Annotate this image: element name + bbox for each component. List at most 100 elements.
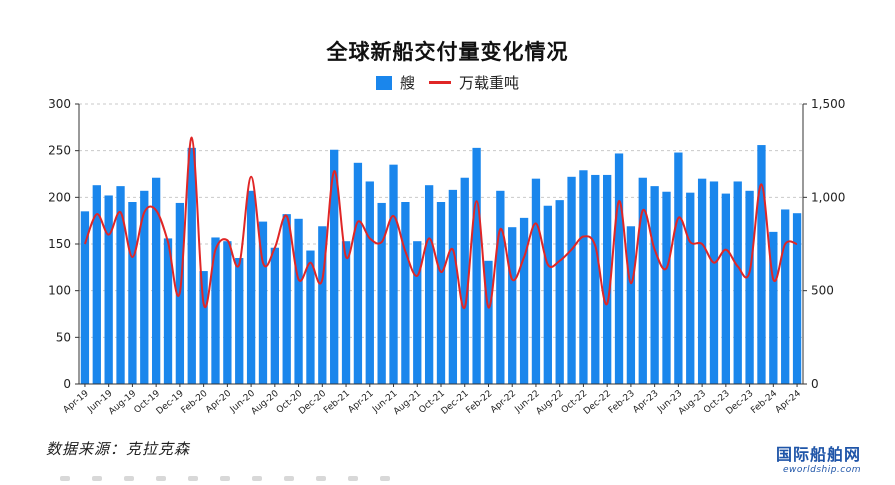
x-tick-label: Feb-22 <box>465 389 495 416</box>
y-left-tick-label: 300 <box>48 97 71 111</box>
bar-Jan-20 <box>187 147 196 384</box>
bar-Dec-21 <box>460 177 469 384</box>
legend-swatch-line <box>429 81 451 84</box>
bar-Sep-21 <box>424 185 434 384</box>
bar-Apr-22 <box>508 227 517 384</box>
bar-Sep-23 <box>709 181 719 384</box>
bar-May-23 <box>662 191 671 384</box>
x-tick-label: Feb-20 <box>180 388 210 416</box>
bar-May-20 <box>235 258 244 384</box>
bar-Feb-20 <box>199 271 208 384</box>
bar-Feb-23 <box>626 226 636 384</box>
bar-Nov-21 <box>448 189 458 384</box>
bar-Jul-19 <box>116 186 125 384</box>
x-tick-label: Aug-19 <box>107 388 138 417</box>
bar-Sep-19 <box>140 190 149 384</box>
bar-Nov-23 <box>733 181 742 384</box>
x-tick-label: Apr-19 <box>62 388 91 415</box>
bar-Jan-21 <box>330 149 339 384</box>
bar-May-22 <box>519 217 529 384</box>
x-tick-label: Apr-20 <box>204 388 233 415</box>
x-tick-label: Apr-24 <box>774 388 803 415</box>
bar-Dec-23 <box>745 190 754 384</box>
bar-Aug-20 <box>270 247 279 384</box>
bar-Jul-20 <box>258 221 268 384</box>
y-left-tick-label: 200 <box>48 190 71 204</box>
bar-Jul-22 <box>543 205 552 384</box>
legend-label-dwt: 万载重吨 <box>459 74 520 92</box>
x-tick-label: Dec-21 <box>440 389 471 417</box>
bar-Jun-19 <box>104 195 113 384</box>
y-right-tick-label: 1,500 <box>811 97 845 111</box>
bar-Jun-21 <box>389 164 398 384</box>
faded-text-strip <box>60 466 440 481</box>
bar-Jan-24 <box>757 145 766 384</box>
logo-sub-text: eworldship.com <box>783 465 862 475</box>
bar-Jan-22 <box>472 147 481 384</box>
bar-Nov-20 <box>306 250 315 384</box>
bar-Jul-23 <box>686 192 695 384</box>
bar-Mar-22 <box>496 190 505 384</box>
legend-label-ships: 艘 <box>399 74 415 92</box>
y-left-tick-label: 0 <box>63 377 71 391</box>
bar-Jan-23 <box>614 153 624 384</box>
bar-Mar-21 <box>353 162 363 384</box>
bar-Jul-21 <box>401 202 410 384</box>
chart-title: 全球新船交付量变化情况 <box>326 39 569 64</box>
x-tick-label: Feb-21 <box>322 389 352 416</box>
legend-item-ships: 艘 <box>375 72 415 93</box>
bar-Jun-23 <box>674 152 683 384</box>
bar-Oct-20 <box>294 218 303 384</box>
x-tick-label: Apr-23 <box>631 389 660 416</box>
x-tick-label: Aug-22 <box>534 389 565 417</box>
x-tick-label: Aug-23 <box>677 389 708 417</box>
bar-May-21 <box>377 202 386 384</box>
x-tick-label: Feb-23 <box>607 389 637 416</box>
bar-Apr-20 <box>223 241 232 384</box>
y-left-tick-label: 250 <box>48 144 71 158</box>
x-tick-label: Dec-19 <box>155 388 186 416</box>
y-left-tick-label: 50 <box>56 330 71 344</box>
legend-swatch-bar <box>375 75 392 90</box>
bar-Aug-23 <box>697 178 707 384</box>
bar-Apr-23 <box>650 186 659 384</box>
bar-Apr-24 <box>792 213 802 384</box>
bar-Sep-22 <box>567 176 576 384</box>
bar-Feb-24 <box>769 231 778 384</box>
x-tick-label: Dec-22 <box>582 389 613 417</box>
bar-Aug-22 <box>555 200 564 384</box>
bar-Feb-22 <box>484 260 493 384</box>
x-tick-label: Dec-20 <box>297 388 328 416</box>
bar-May-19 <box>92 185 101 384</box>
y-right-tick-label: 500 <box>811 284 834 298</box>
x-tick-label: Dec-23 <box>724 389 755 417</box>
legend-item-dwt: 万载重吨 <box>429 72 519 93</box>
x-tick-label: Aug-20 <box>250 388 281 417</box>
bar-Aug-19 <box>128 202 137 384</box>
bar-Apr-21 <box>365 181 374 384</box>
bar-Oct-19 <box>151 177 161 384</box>
bar-Mar-23 <box>638 177 647 384</box>
bar-Jun-20 <box>246 190 256 384</box>
bar-Oct-21 <box>436 202 446 384</box>
bar-Apr-19 <box>80 211 90 384</box>
bar-Oct-23 <box>721 193 731 384</box>
line-series-dwt <box>83 136 798 309</box>
bar-Nov-19 <box>163 238 173 384</box>
bar-Dec-20 <box>318 226 327 384</box>
y-right-tick-label: 0 <box>811 377 819 391</box>
y-left-tick-label: 150 <box>48 237 71 251</box>
y-left-tick-label: 100 <box>48 284 71 298</box>
bar-Aug-21 <box>413 241 422 384</box>
bar-Oct-22 <box>579 170 588 384</box>
x-tick-label: Apr-21 <box>347 389 376 416</box>
x-tick-label: Feb-24 <box>749 388 779 416</box>
bar-Jun-22 <box>531 178 541 384</box>
bar-Nov-22 <box>591 174 600 384</box>
source-note: 数据来源：克拉克森 <box>46 440 191 458</box>
bar-Dec-22 <box>603 174 612 384</box>
x-tick-label: Apr-22 <box>489 389 518 416</box>
bar-Sep-20 <box>282 214 291 384</box>
y-right-tick-label: 1,000 <box>811 190 845 204</box>
bar-Mar-20 <box>211 237 220 384</box>
